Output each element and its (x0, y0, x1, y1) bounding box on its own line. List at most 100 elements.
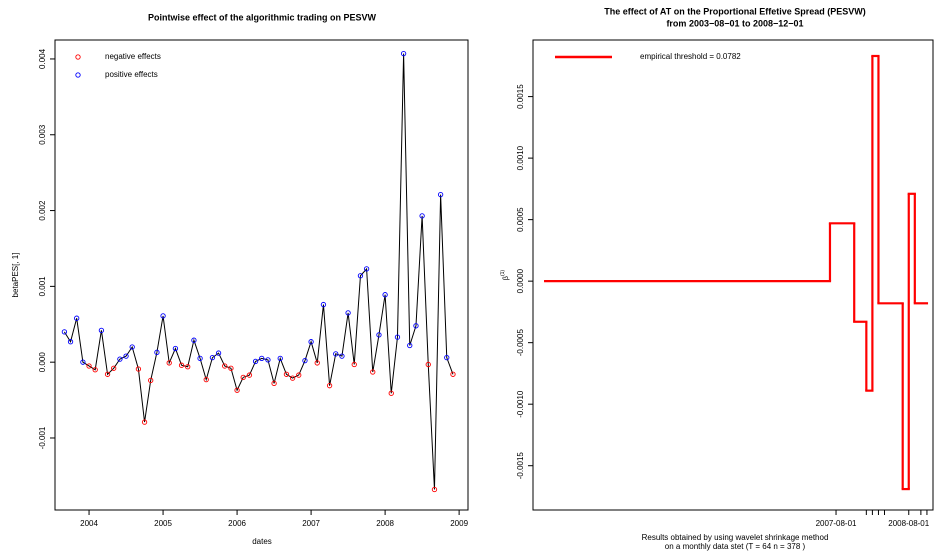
data-point (289, 375, 296, 381)
data-point (240, 374, 246, 380)
data-point (117, 356, 123, 362)
chart-title: The effect of AT on the Proportional Eff… (604, 6, 866, 16)
data-point (104, 371, 111, 377)
data-point (437, 191, 444, 198)
data-point (425, 361, 431, 368)
y-tick-label: 0.0010 (516, 145, 525, 170)
data-point (296, 372, 302, 378)
y-label-text: β (503, 276, 510, 280)
data-point (111, 365, 117, 371)
y-tick-label: 0.002 (38, 200, 47, 221)
y-tick-label: 0.0005 (516, 207, 525, 232)
data-point (61, 329, 68, 335)
data-point (370, 369, 376, 375)
data-point (197, 355, 203, 362)
y-tick-label: -0.0015 (516, 452, 525, 480)
data-point (222, 363, 228, 369)
data-point (308, 339, 314, 345)
legend-label: negative effects (105, 52, 161, 61)
data-point (376, 332, 382, 338)
x-tick-label: 2007-08-01 (816, 519, 857, 528)
legend-label: positive effects (105, 70, 158, 79)
data-point (246, 372, 253, 378)
data-point (234, 387, 240, 393)
data-point (283, 371, 290, 377)
y-tick-label: -0.0010 (516, 390, 525, 418)
y-tick-label: 0.0015 (516, 84, 525, 109)
data-point (74, 315, 80, 321)
data-point (166, 360, 172, 366)
data-point (333, 351, 339, 357)
data-point (413, 323, 419, 329)
y-axis-label: betaPES[, 1] (11, 253, 20, 298)
data-point (67, 339, 74, 345)
data-point (357, 273, 364, 279)
data-point (388, 390, 394, 396)
legend-label: empirical threshold = 0.0782 (640, 52, 741, 61)
data-point (160, 313, 166, 319)
data-line (63, 53, 454, 490)
data-point (277, 355, 283, 362)
data-point (148, 377, 154, 384)
data-point (86, 363, 92, 369)
y-tick-label: 0.004 (38, 48, 47, 69)
data-point (172, 345, 179, 352)
y-tick-label: -0.0005 (516, 329, 525, 357)
y-axis-label: β(1) (500, 270, 510, 280)
data-point (345, 310, 351, 316)
data-point (339, 353, 345, 359)
data-point (431, 486, 438, 493)
y-axis-label-main: β(1) (500, 270, 510, 280)
data-point (98, 327, 105, 333)
data-point (259, 355, 265, 362)
y-tick-label: -0.001 (38, 426, 47, 449)
data-point (191, 337, 197, 343)
data-point (394, 334, 401, 340)
plot-frame (532, 39, 934, 511)
data-point (135, 366, 142, 372)
data-point (314, 360, 320, 366)
x-tick-label: 2006 (228, 519, 246, 528)
data-point (80, 359, 86, 365)
note: on a monthly data stet (T = 64 n = 378 ) (665, 542, 806, 551)
data-point (419, 213, 425, 219)
data-point (326, 383, 333, 389)
data-point (302, 358, 308, 364)
data-point (407, 342, 413, 349)
legend-marker (75, 72, 81, 78)
data-point (320, 301, 327, 308)
x-tick-label: 2009 (450, 519, 468, 528)
note: Results obtained by using wavelet shrink… (642, 533, 829, 542)
y-tick-label: 0.0000 (516, 268, 525, 293)
x-tick-label: 2007 (302, 519, 320, 528)
x-tick-label: 2005 (154, 519, 172, 528)
data-point (363, 266, 370, 272)
data-point (178, 362, 185, 368)
y-label-superscript: (1) (500, 270, 506, 276)
data-point (203, 376, 209, 383)
chart-title: Pointwise effect of the algorithmic trad… (148, 12, 377, 22)
data-point (351, 361, 357, 368)
data-point (185, 364, 191, 370)
data-point (209, 354, 216, 361)
data-point (215, 350, 222, 356)
x-tick-label: 2008 (376, 519, 394, 528)
legend-marker (75, 54, 81, 60)
data-point (141, 419, 148, 425)
data-point (450, 371, 456, 377)
data-point (92, 367, 98, 373)
x-axis-label: dates (252, 537, 272, 546)
data-point (444, 354, 450, 361)
x-tick-label: 2004 (80, 519, 98, 528)
data-point (129, 344, 135, 350)
y-tick-label: 0.003 (38, 124, 47, 145)
data-point (400, 50, 407, 57)
data-point (265, 357, 271, 363)
y-tick-label: 0.001 (38, 276, 47, 297)
y-tick-label: 0.000 (38, 352, 47, 373)
data-point (123, 353, 129, 359)
data-point (252, 358, 259, 365)
data-point (154, 349, 160, 355)
chart-subtitle: from 2003−08−01 to 2008−12−01 (666, 18, 803, 28)
